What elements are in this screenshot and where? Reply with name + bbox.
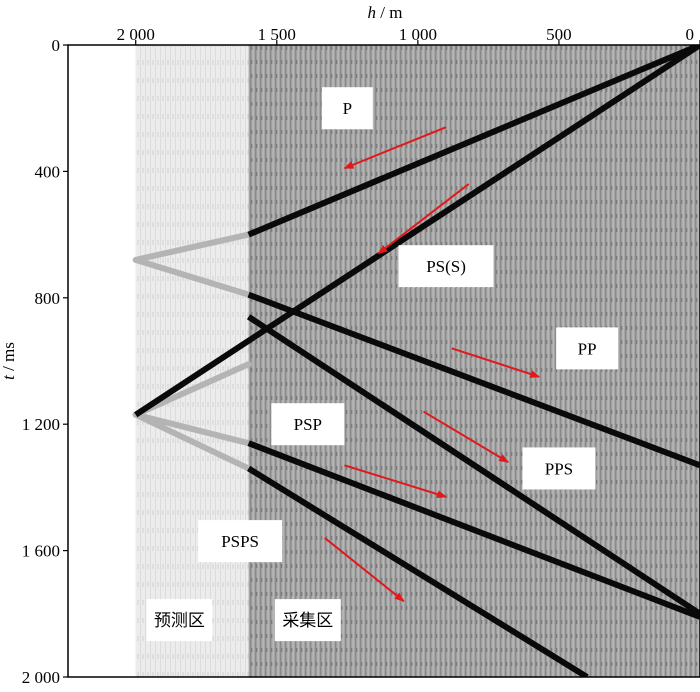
y-axis-sep: /: [0, 362, 18, 375]
arrow-ps: [377, 183, 470, 255]
y-axis-unit: ms: [0, 342, 18, 362]
x-axis-title: h / m: [368, 3, 403, 22]
event-line-p: [247, 45, 700, 238]
y-axis-var: t: [0, 374, 18, 380]
acquisition-zone-background: [248, 45, 700, 677]
label-box-bg: [198, 520, 283, 563]
y-tick-label: 400: [35, 162, 61, 181]
y-tick-label: 1 600: [22, 542, 60, 561]
predicted-line-psp-predicted: [132, 411, 252, 447]
predicted-line-ps-predicted: [132, 361, 252, 418]
arrow-psps: [324, 537, 405, 602]
event-line-pps: [246, 314, 700, 617]
label-text: 预测区: [154, 611, 205, 630]
label-box-psps: PSPS: [198, 520, 283, 563]
axis-ticks: 2 000 1 500 1 000 500 0 0 400 800 1 200 1 600 2 00…: [22, 25, 700, 687]
label-text: PPS: [545, 459, 573, 478]
x-axis-unit: m: [389, 3, 402, 22]
label-box-bg: [321, 87, 373, 130]
label-text: PSPS: [221, 532, 259, 551]
event-line-psp: [247, 440, 700, 620]
label-text: P: [343, 99, 352, 118]
arrow-p: [343, 126, 447, 170]
annotation-labels: P PS(S) PP PSP PPS PSPS 预测区 采集区: [146, 87, 619, 642]
direction-arrows: [324, 126, 541, 602]
y-axis-title: t / ms: [0, 342, 18, 380]
y-tick-label: 0: [52, 36, 61, 55]
x-tick-label: 2 000: [117, 25, 155, 44]
label-box-ps-s-: PS(S): [398, 245, 494, 288]
predicted-line-pp-predicted: [132, 256, 252, 298]
x-tick-label: 1 000: [399, 25, 437, 44]
label-box--: 采集区: [274, 599, 341, 642]
x-axis-var: h: [368, 3, 377, 22]
arrow-pp: [451, 347, 541, 378]
plot-frame: [67, 44, 700, 678]
seismic-events: [134, 45, 700, 677]
y-tick-label: 2 000: [22, 668, 60, 687]
label-box-pps: PPS: [522, 447, 596, 490]
label-text: PS(S): [426, 257, 466, 276]
label-box-pp: PP: [556, 327, 619, 370]
y-tick-label: 1 200: [22, 415, 60, 434]
label-box-bg: [146, 599, 213, 642]
event-line-pp: [247, 291, 700, 469]
label-box-psp: PSP: [271, 403, 345, 446]
predicted-line-p-predicted: [132, 231, 252, 263]
label-box-bg: [556, 327, 619, 370]
label-text: PP: [578, 339, 597, 358]
x-tick-label: 0: [686, 25, 695, 44]
label-box-p: P: [321, 87, 373, 130]
arrow-psp: [344, 464, 448, 499]
label-box-bg: [522, 447, 596, 490]
label-box-bg: [274, 599, 341, 642]
predicted-events: [132, 231, 252, 472]
x-axis-sep: /: [376, 3, 389, 22]
label-box-bg: [398, 245, 494, 288]
label-text: 采集区: [282, 611, 333, 630]
arrow-pps: [422, 410, 510, 463]
event-line-psps: [246, 465, 589, 677]
prediction-zone-background: [135, 45, 249, 677]
label-box--: 预测区: [146, 599, 213, 642]
y-tick-label: 800: [35, 289, 61, 308]
label-text: PSP: [294, 415, 322, 434]
x-tick-label: 1 500: [258, 25, 296, 44]
event-line-ps-s-: [134, 45, 700, 418]
predicted-line-psps-predicted: [132, 411, 252, 472]
label-box-bg: [271, 403, 345, 446]
x-tick-label: 500: [546, 25, 572, 44]
